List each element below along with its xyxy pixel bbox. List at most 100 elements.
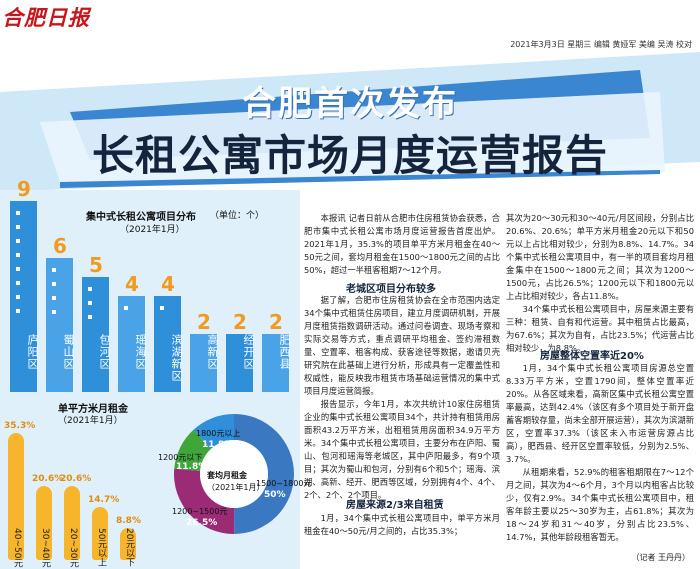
- byline: （记者 王丹丹）: [631, 553, 690, 562]
- bar-window: [16, 309, 20, 313]
- article-para-survey: 据了解，合肥市住房租赁协会在全市范围内选定34个集中式租赁住房项目，建立月度调研…: [304, 295, 500, 396]
- article-para-report: 报告显示，今年1月，本次共统计10家住房租赁企业的集中式长租公寓项目34个，共计…: [304, 399, 500, 500]
- article-para-rent-cont: 其次为20～30元和30～40元/月区间段，分别占比20.6%、20.6%；单平…: [506, 213, 694, 301]
- donut-label-1200-1500: 1200~1500元: [172, 507, 228, 516]
- bar-category-label: 包河区: [98, 334, 111, 370]
- bar-7: [226, 334, 253, 392]
- bar-window: [16, 225, 20, 229]
- article-para-vacancy: 1月，34个集中式长租公寓项目房源总空置8.33万平方米，空置1790间，整体空…: [506, 363, 694, 464]
- article-para-rent: 1月，34个集中式长租公寓项目中，单平方米月租金在40～50元/月之间的，占比3…: [304, 513, 500, 536]
- subhead-3: 房屋整体空置率近20%: [540, 351, 644, 362]
- bar-category-label: 滨湖新区: [170, 334, 183, 382]
- bar-1: [10, 201, 37, 392]
- bar-category-label: 肥西县: [278, 334, 291, 370]
- rent-chart-title: 单平方米月租金: [58, 404, 128, 415]
- bar-2: [46, 258, 73, 392]
- donut-label-below-1200: 1200元以下: [158, 453, 203, 462]
- bar-window: [16, 295, 20, 299]
- dateline: 2021年3月3日 星期三 编辑 黄娅军 美编 吴涛 校对: [510, 40, 692, 49]
- bar-window: [16, 267, 20, 271]
- bar-value-label: 6: [53, 234, 67, 258]
- donut-subtitle: （2021年1月）: [207, 483, 265, 492]
- newspaper-logo: 合肥日报: [2, 5, 90, 30]
- donut-pct-below-1200: 11.8%: [176, 462, 208, 472]
- rent-value-label: 35.3%: [4, 420, 36, 431]
- bar-value-label: 9: [17, 177, 31, 201]
- donut-slice-3: [174, 429, 212, 471]
- bar-value-label: 4: [161, 272, 175, 296]
- rent-value-label: 20.6%: [60, 473, 92, 484]
- rent-bar-4: [92, 507, 108, 560]
- rent-category-label: 20~30元: [68, 528, 78, 568]
- subhead-1: 老城区项目分布较多: [346, 284, 436, 295]
- bar-category-label: 经开区: [242, 334, 255, 370]
- rent-bar-5: [120, 528, 136, 560]
- bar-value-label: 2: [233, 310, 247, 334]
- article-column-1-mid: 据了解，合肥市住房租赁协会在全市范围内选定34个集中式租赁住房项目，建立月度调研…: [304, 294, 500, 502]
- bar-value-label: 2: [197, 310, 211, 334]
- headline-line1: 合肥首次发布: [242, 84, 458, 124]
- article-para-tenure: 从租期来看，52.9%的租客租期限在7～12个月之间，其次为4～6个月，3个月以…: [506, 467, 694, 542]
- rent-category-label: 20元以下: [124, 528, 134, 567]
- bar-chart-title: 集中式长租公寓项目分布: [86, 212, 196, 223]
- bar-category-label: 蜀山区: [62, 334, 75, 370]
- bar-chart-unit: （单位：个）: [210, 211, 265, 221]
- bar-6: [190, 334, 217, 392]
- rent-value-label: 8.8%: [116, 516, 141, 527]
- bar-window: [88, 301, 92, 305]
- headline-banner: [0, 52, 700, 192]
- bar-3: [82, 277, 109, 392]
- rent-chart-subtitle: （2021年1月）: [58, 416, 123, 426]
- rent-category-label: 40~50元: [12, 528, 22, 568]
- article-column-2: 其次为20～30元和30～40元/月区间段，分别占比20.6%、20.6%；单平…: [506, 212, 694, 355]
- donut-slice-4: [193, 414, 234, 449]
- bar-window: [16, 239, 20, 243]
- donut-slice-1: [234, 414, 294, 534]
- article-para-source: 34个集中式长租公寓项目中，房屋来源主要有三种：租赁、自有和代运营。其中租赁占比…: [506, 304, 694, 353]
- donut-title: 套均月租金: [207, 471, 247, 480]
- rent-bar-1: [8, 432, 24, 560]
- article-lede: 本报讯 记者日前从合肥市住房租赁协会获悉，合肥市集中式长租公寓市场月度运营报告首…: [304, 213, 500, 275]
- bar-category-label: 瑶海区: [134, 334, 147, 370]
- donut-pct-1200-1500: 26.5%: [186, 518, 218, 528]
- bar-value-label: 4: [125, 272, 139, 296]
- bar-chart-subtitle: （2021年1月）: [120, 225, 185, 235]
- avg-rent-donut-chart: [174, 414, 294, 534]
- bar-window: [52, 268, 56, 272]
- donut-label-above-1800: 1800元以上: [196, 429, 241, 438]
- bar-window: [88, 287, 92, 291]
- rent-bar-2: [36, 485, 52, 560]
- rent-category-label: 30~40元: [40, 528, 50, 568]
- donut-hole: [200, 440, 268, 508]
- bar-4: [118, 296, 145, 392]
- bar-window: [16, 253, 20, 257]
- bar-category-label: 高新区: [206, 334, 219, 370]
- masthead: [0, 0, 700, 30]
- bar-value-label: 5: [89, 253, 103, 277]
- bar-5: [154, 296, 181, 392]
- bar-window: [52, 310, 56, 314]
- headline-line2: 长租公寓市场月度运营报告: [91, 131, 608, 180]
- bar-value-label: 2: [269, 310, 283, 334]
- bar-window: [52, 296, 56, 300]
- bar-8: [262, 334, 289, 392]
- bar-window: [52, 282, 56, 286]
- subhead-2: 房屋来源2/3来自租赁: [346, 500, 444, 511]
- bar-window: [16, 281, 20, 285]
- article-column-2-bottom: 1月，34个集中式长租公寓项目房源总空置8.33万平方米，空置1790间，整体空…: [506, 362, 694, 544]
- bar-window: [16, 211, 20, 215]
- bar-category-label: 庐阳区: [26, 334, 39, 370]
- donut-pct-1500-1800: 50%: [264, 490, 286, 500]
- bar-window: [124, 306, 128, 310]
- article-column-1: 本报讯 记者日前从合肥市住房租赁协会获悉，合肥市集中式长租公寓市场月度运营报告首…: [304, 212, 500, 277]
- rent-bar-3: [64, 485, 80, 560]
- bar-window: [88, 315, 92, 319]
- rent-value-label: 20.6%: [32, 473, 64, 484]
- rent-value-label: 14.7%: [88, 495, 120, 506]
- article-column-1-end: 1月，34个集中式长租公寓项目中，单平方米月租金在40～50元/月之间的，占比3…: [304, 512, 500, 538]
- bar-window: [160, 306, 164, 310]
- donut-slice-2: [174, 468, 235, 534]
- rent-category-label: 50元以上: [96, 528, 106, 567]
- donut-label-1500-1800: 1500~1800元: [256, 479, 312, 488]
- donut-pct-above-1800: 11.8%: [202, 440, 234, 450]
